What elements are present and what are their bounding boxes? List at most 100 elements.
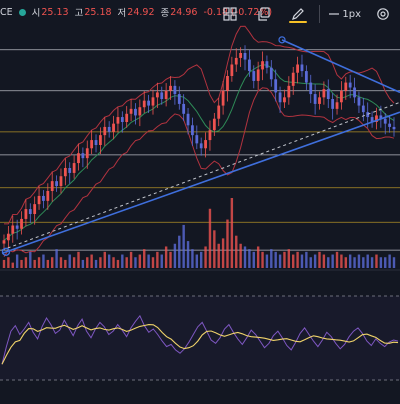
candle-body bbox=[81, 153, 85, 159]
candle-body bbox=[335, 102, 339, 109]
volume-bar bbox=[178, 235, 181, 268]
symbol-label: CE bbox=[0, 6, 13, 18]
candle-body bbox=[331, 99, 335, 109]
candle-body bbox=[94, 140, 98, 145]
candle-body bbox=[344, 82, 348, 91]
candle-body bbox=[116, 117, 120, 124]
volume-bar bbox=[68, 254, 71, 268]
volume-bar bbox=[384, 257, 387, 268]
candle-body bbox=[247, 59, 251, 72]
line-width-button[interactable]: 1px bbox=[329, 2, 361, 26]
volume-bar bbox=[283, 251, 286, 268]
volume-bar bbox=[318, 251, 321, 268]
candle-body bbox=[353, 87, 356, 98]
candle-body bbox=[20, 218, 23, 229]
volume-bar bbox=[86, 257, 89, 268]
settings-gear-icon[interactable] bbox=[371, 2, 395, 26]
candle-body bbox=[120, 117, 124, 122]
candle-body bbox=[265, 61, 269, 68]
candle-body bbox=[112, 123, 115, 132]
volume-bar bbox=[15, 254, 19, 268]
volume-bar bbox=[164, 246, 168, 268]
close-value: 24.96 bbox=[170, 6, 198, 18]
candle-body bbox=[230, 64, 234, 76]
candle-body bbox=[15, 225, 19, 229]
volume-bar bbox=[239, 243, 242, 268]
candle-body bbox=[322, 89, 326, 98]
candle-body bbox=[68, 168, 72, 173]
candle-body bbox=[204, 140, 207, 149]
volume-bar bbox=[173, 243, 177, 268]
candle-body bbox=[160, 92, 164, 99]
candle-body bbox=[147, 100, 151, 106]
volume-bar bbox=[94, 259, 98, 268]
candle-body bbox=[77, 153, 80, 164]
candle-body bbox=[357, 97, 361, 106]
high-value: 25.18 bbox=[84, 6, 112, 18]
volume-bar bbox=[191, 249, 194, 268]
candle-body bbox=[28, 209, 32, 214]
open-label: 시 bbox=[31, 8, 41, 19]
volume-bar bbox=[230, 198, 234, 268]
volume-bar bbox=[59, 257, 63, 268]
trendline-anchor-point bbox=[278, 36, 286, 44]
volume-bar bbox=[11, 262, 14, 268]
volume-bar bbox=[392, 257, 396, 268]
layout-grid-icon[interactable] bbox=[218, 2, 242, 26]
candle-body bbox=[169, 85, 172, 91]
layout-grid-icon-svg bbox=[223, 7, 237, 21]
candle-body bbox=[348, 82, 352, 88]
volume-bar bbox=[81, 259, 85, 268]
volume-bar bbox=[29, 251, 32, 268]
copy-icon[interactable] bbox=[252, 2, 276, 26]
drawing-toolbar: 1px bbox=[213, 0, 400, 28]
volume-bar bbox=[143, 249, 146, 268]
volume-bar bbox=[357, 254, 361, 268]
candle-body bbox=[85, 148, 89, 159]
line-width-icon bbox=[329, 13, 340, 15]
market-status-dot bbox=[18, 8, 26, 16]
volume-bar bbox=[204, 246, 207, 268]
volume-bar bbox=[20, 259, 23, 268]
pencil-color-swatch bbox=[289, 21, 308, 23]
candle-body bbox=[379, 115, 383, 119]
candle-body bbox=[283, 97, 286, 103]
volume-bar bbox=[217, 243, 220, 268]
low-value: 24.92 bbox=[127, 6, 155, 18]
volume-bar bbox=[327, 257, 330, 268]
pencil-icon-svg bbox=[292, 8, 305, 20]
candle-body bbox=[72, 163, 76, 173]
volume-bar bbox=[270, 249, 273, 268]
volume-bar bbox=[112, 257, 115, 268]
volume-bar bbox=[322, 254, 326, 268]
volume-bar bbox=[77, 251, 80, 268]
rsi-signal-line bbox=[1, 324, 399, 365]
candle-body bbox=[195, 135, 199, 144]
candle-body bbox=[186, 113, 190, 126]
volume-bar bbox=[362, 257, 365, 268]
volume-bar bbox=[151, 257, 155, 268]
candle-body bbox=[392, 126, 396, 130]
volume-bar bbox=[226, 219, 229, 268]
candle-body bbox=[103, 126, 107, 136]
candle-body bbox=[234, 57, 238, 65]
volume-bar bbox=[375, 254, 378, 268]
candle-body bbox=[50, 181, 54, 191]
candle-body bbox=[370, 117, 374, 122]
candle-body bbox=[300, 64, 304, 72]
volume-bar bbox=[107, 254, 111, 268]
candle-body bbox=[383, 118, 387, 124]
trendline-anchor-point bbox=[1, 247, 11, 256]
candle-body bbox=[313, 94, 317, 104]
volume-bar bbox=[370, 257, 374, 268]
pencil-color-icon[interactable] bbox=[286, 2, 310, 26]
change-value: -0.18 (-0.72%) bbox=[203, 6, 273, 18]
candle-body bbox=[24, 209, 28, 219]
candle-body bbox=[37, 195, 41, 205]
candle-body bbox=[42, 195, 45, 201]
candle-body bbox=[309, 82, 313, 95]
candle-body bbox=[208, 130, 212, 141]
candle-body bbox=[90, 140, 94, 149]
